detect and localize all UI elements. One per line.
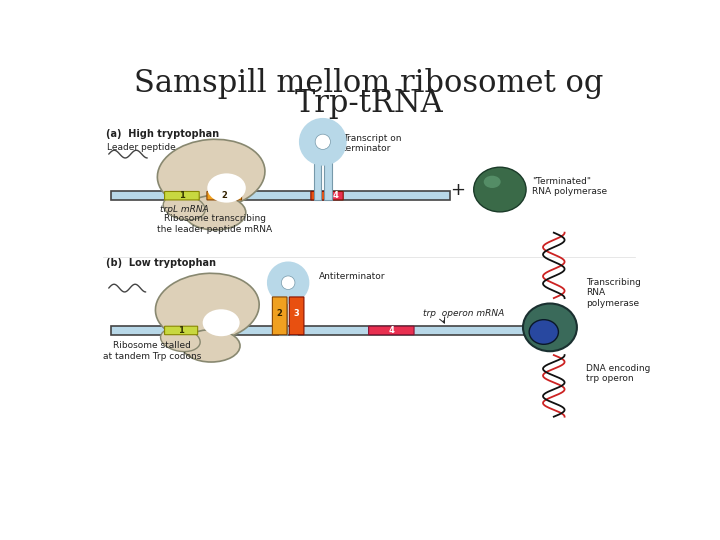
Ellipse shape <box>523 303 577 351</box>
Ellipse shape <box>207 173 246 202</box>
Text: Ribosome transcribing
the leader peptide mRNA: Ribosome transcribing the leader peptide… <box>158 214 273 234</box>
Ellipse shape <box>203 309 240 336</box>
Circle shape <box>282 276 295 289</box>
Bar <box>111 191 450 200</box>
Text: DNA encoding
trp operon: DNA encoding trp operon <box>586 364 650 383</box>
Text: trp  operon mRNA: trp operon mRNA <box>423 309 504 318</box>
Bar <box>279 292 287 335</box>
FancyBboxPatch shape <box>327 192 343 200</box>
Text: Leader peptide: Leader peptide <box>107 144 176 152</box>
Ellipse shape <box>182 330 240 362</box>
Bar <box>324 152 332 200</box>
Ellipse shape <box>156 273 259 341</box>
FancyBboxPatch shape <box>207 192 242 200</box>
Ellipse shape <box>529 320 559 345</box>
FancyBboxPatch shape <box>369 326 414 335</box>
Text: +: + <box>450 180 465 199</box>
Text: Transcript on
terminator: Transcript on terminator <box>343 133 401 153</box>
Text: Ribosome stalled
at tandem Trp codons: Ribosome stalled at tandem Trp codons <box>103 341 201 361</box>
Text: 1: 1 <box>178 326 184 335</box>
Ellipse shape <box>163 194 205 220</box>
Text: Antiterminator: Antiterminator <box>319 272 385 281</box>
Text: (b)  Low tryptophan: (b) Low tryptophan <box>106 258 216 268</box>
FancyBboxPatch shape <box>165 192 199 200</box>
Ellipse shape <box>484 176 500 188</box>
Text: 2: 2 <box>221 191 228 200</box>
Text: 4: 4 <box>332 191 338 200</box>
Bar <box>314 152 321 200</box>
Bar <box>111 326 565 335</box>
Text: 2: 2 <box>276 309 283 318</box>
Text: (a)  High tryptophan: (a) High tryptophan <box>106 129 219 139</box>
Text: Transcribing
RNA
polymerase: Transcribing RNA polymerase <box>586 278 641 308</box>
Ellipse shape <box>184 195 246 230</box>
Text: trpL mRNA: trpL mRNA <box>160 205 208 214</box>
Text: "Terminated"
RNA polymerase: "Terminated" RNA polymerase <box>532 177 608 196</box>
FancyBboxPatch shape <box>165 326 198 335</box>
FancyBboxPatch shape <box>272 297 287 335</box>
Text: Trp-tRNA: Trp-tRNA <box>294 88 444 119</box>
Bar <box>289 292 297 335</box>
FancyBboxPatch shape <box>289 297 304 335</box>
FancyBboxPatch shape <box>311 192 327 200</box>
Text: 4: 4 <box>388 326 395 335</box>
Text: 1: 1 <box>179 191 185 200</box>
Circle shape <box>315 134 330 150</box>
Ellipse shape <box>161 328 200 352</box>
Ellipse shape <box>474 167 526 212</box>
Text: 3: 3 <box>316 191 322 200</box>
Text: 3: 3 <box>294 309 300 318</box>
Ellipse shape <box>158 139 265 209</box>
Text: Samspill mellom ribosomet og: Samspill mellom ribosomet og <box>135 68 603 99</box>
